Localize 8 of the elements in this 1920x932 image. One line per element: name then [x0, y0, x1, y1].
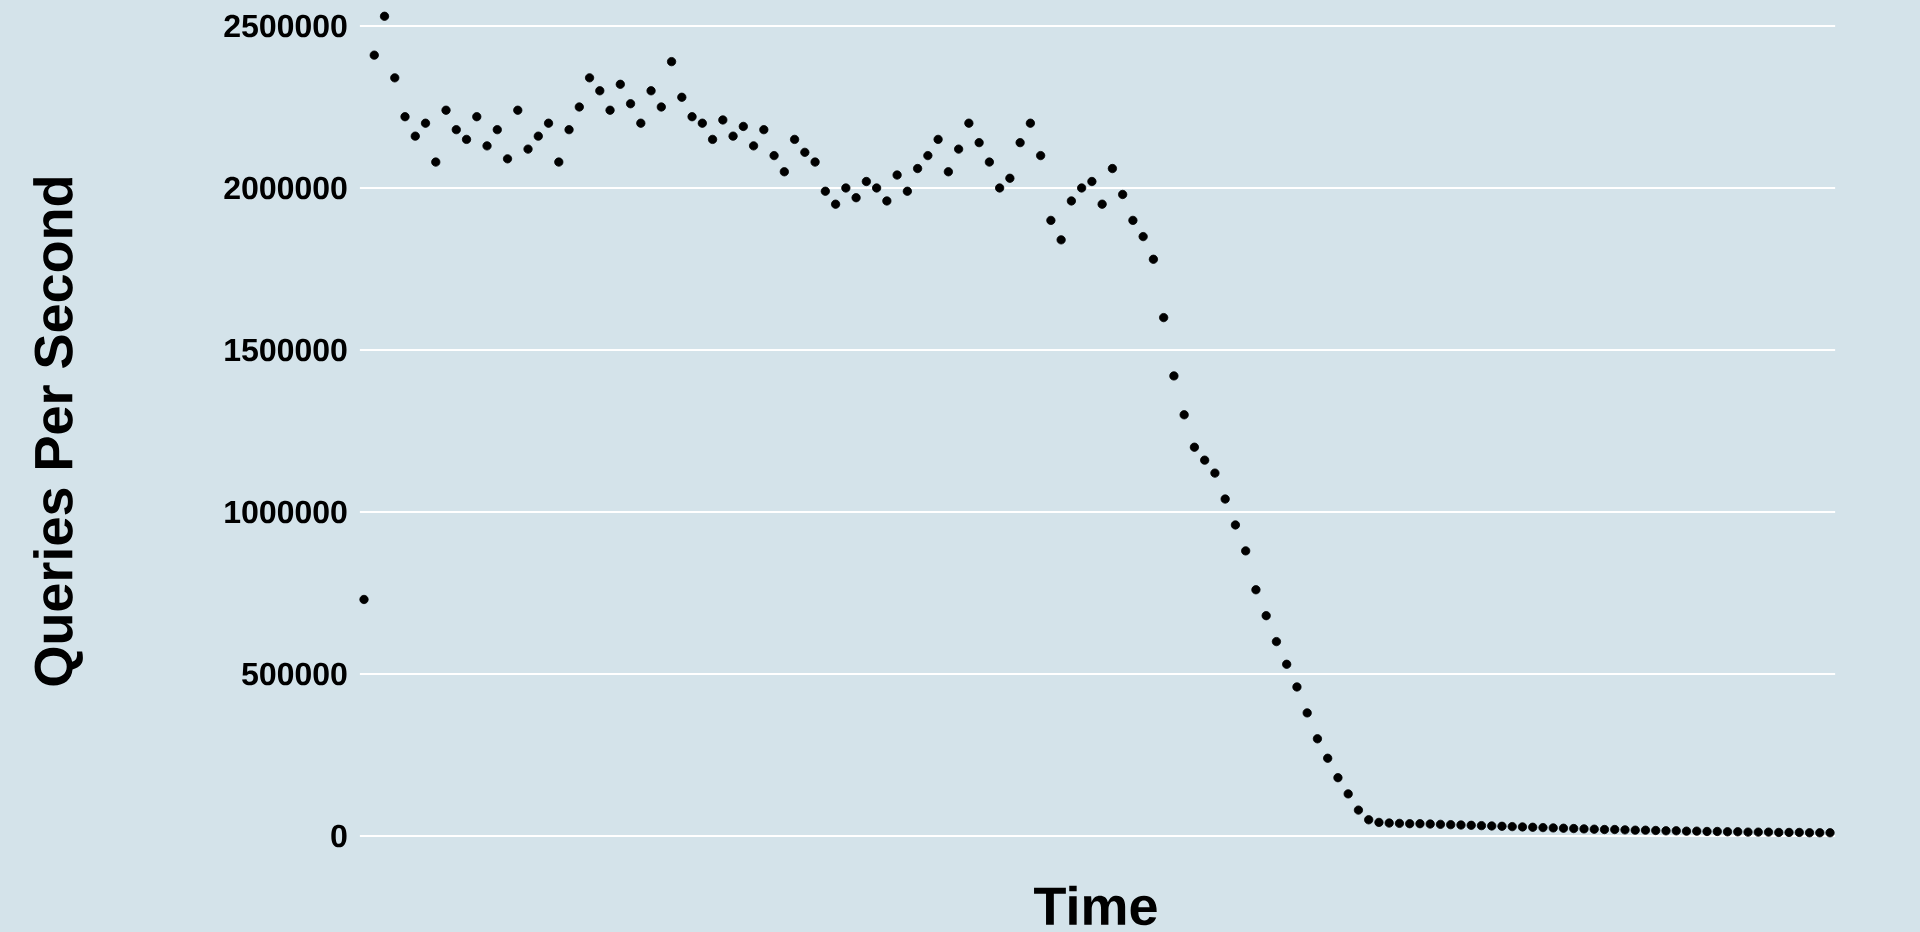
- y-tick-label: 2500000: [224, 14, 347, 38]
- y-tick-label: 1000000: [225, 500, 347, 524]
- y-tick-label: 2000000: [224, 176, 347, 200]
- y-tick-label: 0: [331, 824, 347, 848]
- x-axis-title: Time: [1034, 885, 1157, 926]
- y-tick-label: 1500000: [225, 338, 347, 362]
- y-axis-title: Queries Per Second: [33, 178, 83, 686]
- y-tick-label: 500000: [242, 662, 347, 686]
